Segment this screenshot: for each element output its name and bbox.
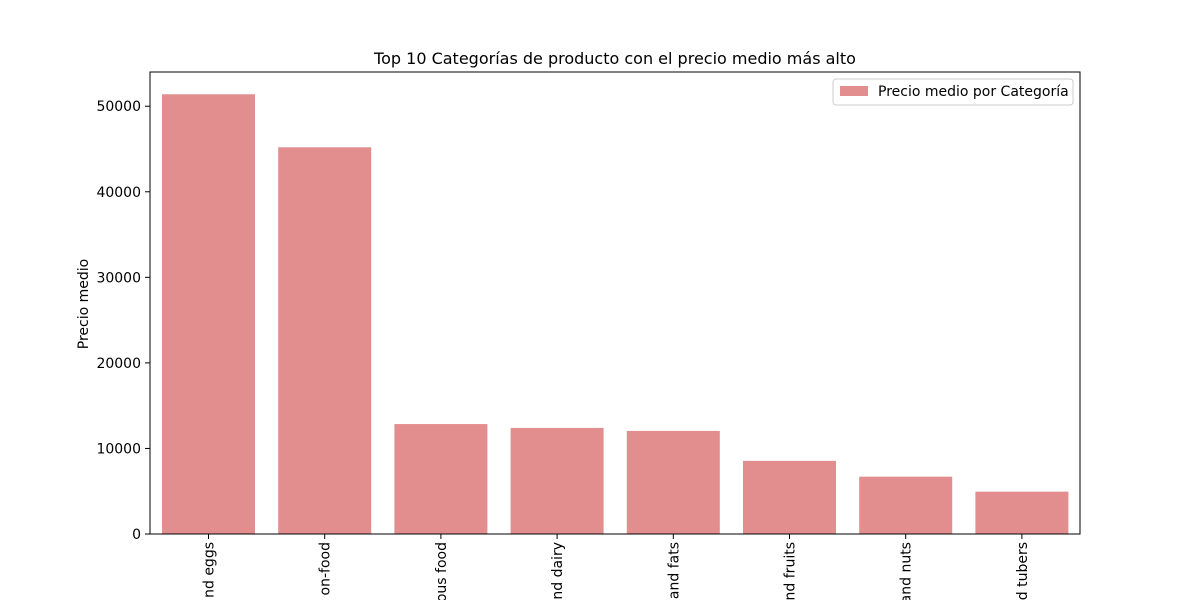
bar (510, 427, 604, 534)
y-tick-label: 10000 (96, 441, 141, 457)
y-tick-label: 30000 (96, 270, 141, 286)
x-tick-label: ous food (434, 542, 450, 600)
x-tick-label: and fats (666, 542, 682, 599)
x-tick-label: nd dairy (550, 542, 566, 600)
bar (162, 94, 255, 534)
legend: Precio medio por Categoría (832, 78, 1074, 106)
x-axis-ticks: nd eggs on-food ous food nd dairy and fats nd… (202, 534, 1031, 600)
bar (278, 147, 372, 535)
x-tick-label: on-food (318, 542, 334, 595)
x-tick-label: nd fruits (783, 542, 799, 600)
x-tick-label: nd eggs (202, 542, 218, 598)
y-axis-ticks: 0 10000 20000 30000 40000 50000 (96, 99, 150, 543)
bar (859, 476, 953, 534)
plot-frame (149, 71, 1081, 535)
x-tick-label: d tubers (1015, 542, 1031, 600)
legend-swatch (840, 86, 868, 96)
legend-label: Precio medio por Categoría (878, 84, 1069, 100)
bar (743, 460, 836, 534)
y-axis-label: Precio medio (76, 259, 92, 349)
legend-box (832, 78, 1074, 106)
bar (626, 430, 720, 534)
y-tick-label: 50000 (96, 99, 141, 115)
bar (394, 424, 488, 534)
y-tick-label: 40000 (96, 185, 141, 201)
y-tick-label: 20000 (96, 356, 141, 372)
x-tick-label: and nuts (899, 542, 915, 600)
y-tick-label: 0 (132, 527, 141, 543)
bars-group (162, 94, 1069, 535)
chart-title: Top 10 Categorías de producto con el pre… (373, 49, 856, 68)
bar (975, 491, 1069, 534)
